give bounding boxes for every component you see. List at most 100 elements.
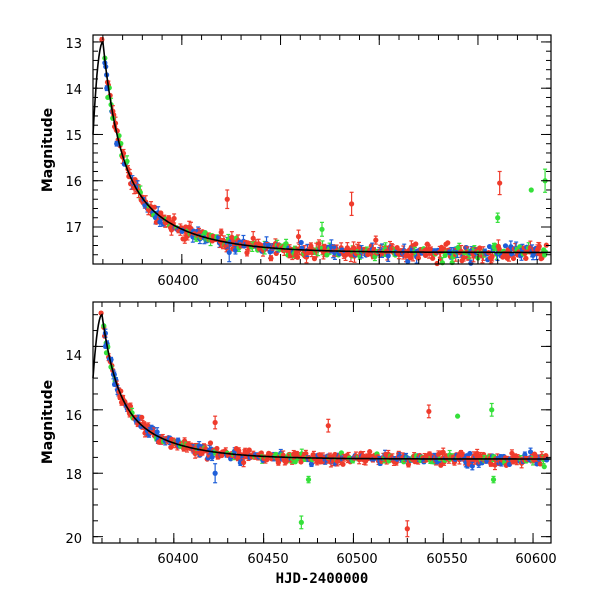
top-panel-plot-frame xyxy=(92,34,552,265)
red-series-point xyxy=(413,241,419,247)
red-series-point xyxy=(246,447,252,453)
red-series-point xyxy=(497,180,503,186)
bottom-y-tick-20: 20 xyxy=(65,532,82,547)
green-series-point xyxy=(489,407,495,413)
top-x-tick-60550: 60550 xyxy=(452,274,493,289)
bottom-x-tick-60400: 60400 xyxy=(157,552,198,567)
blue-series-point xyxy=(405,258,411,264)
red-series-point xyxy=(407,255,414,261)
top-y-tick-16: 16 xyxy=(65,175,82,190)
bottom-y-tick-16: 16 xyxy=(65,409,82,424)
blue-series-point xyxy=(114,141,120,147)
green-series-point xyxy=(528,187,534,193)
top-y-tick-14: 14 xyxy=(65,83,82,98)
blue-series-point xyxy=(506,461,513,467)
red-series-point xyxy=(316,240,322,247)
top-x-tick-60450: 60450 xyxy=(255,274,296,289)
red-series-point xyxy=(214,445,220,452)
red-series-point xyxy=(426,408,432,415)
red-series-point xyxy=(438,462,444,468)
green-series-point xyxy=(124,158,130,164)
red-series-point xyxy=(295,254,301,260)
green-series-point xyxy=(305,476,312,483)
green-series-point xyxy=(541,464,547,470)
top-x-tick-60400: 60400 xyxy=(157,274,198,289)
blue-series-point xyxy=(298,239,304,246)
top-panel-model-curve xyxy=(92,40,551,254)
red-series-point xyxy=(440,449,446,455)
red-series-point xyxy=(171,215,177,222)
green-series-point xyxy=(490,476,497,483)
blue-series-point xyxy=(486,243,493,250)
green-series-point xyxy=(324,252,330,258)
red-series-point xyxy=(523,255,529,261)
red-series-point xyxy=(268,255,274,261)
top-panel-data-points xyxy=(99,37,549,267)
top-light-curve-panel: 60400 60450 60500 60550 13 14 15 16 17 M… xyxy=(40,34,552,289)
red-series-point xyxy=(166,215,172,221)
red-series-point xyxy=(241,459,247,466)
blue-series-point xyxy=(544,457,550,463)
green-series-point xyxy=(292,459,298,465)
red-series-point xyxy=(325,423,331,429)
red-series-point xyxy=(295,233,302,240)
bottom-panel-plot-frame xyxy=(92,301,552,544)
green-series-point xyxy=(202,230,208,236)
red-series-point xyxy=(404,526,410,532)
red-series-point xyxy=(373,237,379,243)
bottom-y-tick-14: 14 xyxy=(65,349,82,364)
red-series-point xyxy=(258,450,264,456)
red-series-point xyxy=(139,414,145,420)
bottom-x-tick-60500: 60500 xyxy=(336,552,377,567)
blue-series-point xyxy=(502,243,509,249)
blue-series-point xyxy=(527,449,534,455)
bottom-y-tick-18: 18 xyxy=(65,468,82,483)
red-series-point xyxy=(367,449,373,455)
bottom-x-tick-60450: 60450 xyxy=(247,552,288,567)
top-x-tick-60500: 60500 xyxy=(353,274,394,289)
red-series-point xyxy=(537,461,543,467)
red-series-point xyxy=(168,444,174,450)
bottom-y-axis-title: Magnitude xyxy=(40,380,56,464)
blue-series-point xyxy=(467,450,473,457)
top-y-tick-13: 13 xyxy=(65,37,82,52)
red-series-point xyxy=(394,244,400,251)
blue-series-point xyxy=(154,429,160,435)
bottom-panel-model-curve xyxy=(92,313,551,460)
red-series-point xyxy=(415,255,422,261)
red-series-point xyxy=(340,461,346,467)
red-series-point xyxy=(212,419,218,426)
green-series-point xyxy=(319,226,325,232)
red-series-point xyxy=(151,204,158,210)
green-series-point xyxy=(455,413,461,419)
red-series-point xyxy=(127,403,134,409)
bottom-panel-data-points xyxy=(98,310,550,538)
red-series-point xyxy=(489,253,495,259)
blue-series-point xyxy=(226,249,232,256)
top-y-tick-17: 17 xyxy=(65,221,82,236)
red-series-point xyxy=(349,201,355,207)
blue-series-point xyxy=(385,253,391,259)
red-series-point xyxy=(405,461,412,467)
red-series-point xyxy=(207,440,214,446)
red-series-point xyxy=(224,196,230,202)
top-y-axis-title: Magnitude xyxy=(40,108,56,192)
top-panel-ticks xyxy=(93,35,551,265)
red-series-point xyxy=(430,255,436,261)
red-series-point xyxy=(461,255,467,261)
blue-series-point xyxy=(308,461,315,467)
bottom-x-tick-60600: 60600 xyxy=(515,552,556,567)
bottom-light-curve-panel: 60400 60450 60500 60550 60600 14 16 18 2… xyxy=(40,301,557,587)
red-series-point xyxy=(510,255,517,262)
red-series-point xyxy=(536,243,542,249)
red-series-point xyxy=(303,450,309,457)
top-y-tick-15: 15 xyxy=(65,129,82,144)
green-series-point xyxy=(298,519,304,525)
red-series-point xyxy=(496,246,502,252)
green-series-point xyxy=(283,241,289,247)
blue-series-point xyxy=(212,470,218,476)
bottom-panel-ticks xyxy=(93,302,552,543)
red-series-point xyxy=(218,229,224,235)
red-series-point xyxy=(445,240,451,246)
